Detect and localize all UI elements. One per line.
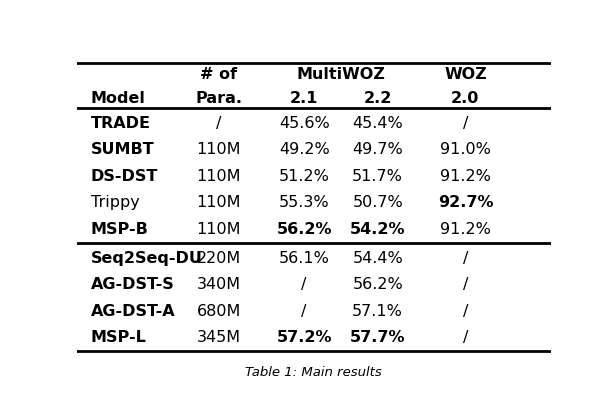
Text: MSP-B: MSP-B [91,221,149,236]
Text: 91.0%: 91.0% [440,142,491,157]
Text: 57.7%: 57.7% [350,329,405,344]
Text: 54.4%: 54.4% [353,250,403,265]
Text: 57.2%: 57.2% [277,329,332,344]
Text: 51.2%: 51.2% [278,168,330,183]
Text: /: / [463,115,468,131]
Text: /: / [463,276,468,292]
Text: 110M: 110M [196,221,241,236]
Text: 110M: 110M [196,168,241,183]
Text: Para.: Para. [195,91,242,106]
Text: /: / [463,303,468,318]
Text: DS-DST: DS-DST [91,168,158,183]
Text: 91.2%: 91.2% [440,221,491,236]
Text: Trippy: Trippy [91,195,140,209]
Text: 54.2%: 54.2% [350,221,405,236]
Text: 56.1%: 56.1% [278,250,330,265]
Text: 49.7%: 49.7% [353,142,403,157]
Text: AG-DST-S: AG-DST-S [91,276,174,292]
Text: 91.2%: 91.2% [440,168,491,183]
Text: /: / [302,303,307,318]
Text: Table 1: Main results: Table 1: Main results [245,366,382,378]
Text: 2.1: 2.1 [290,91,318,106]
Text: 110M: 110M [196,195,241,209]
Text: 51.7%: 51.7% [353,168,403,183]
Text: AG-DST-A: AG-DST-A [91,303,176,318]
Text: 57.1%: 57.1% [353,303,403,318]
Text: MultiWOZ: MultiWOZ [296,67,386,82]
Text: 45.6%: 45.6% [279,115,329,131]
Text: WOZ: WOZ [444,67,487,82]
Text: 220M: 220M [196,250,241,265]
Text: 55.3%: 55.3% [279,195,329,209]
Text: MSP-L: MSP-L [91,329,147,344]
Text: /: / [463,250,468,265]
Text: 92.7%: 92.7% [438,195,493,209]
Text: TRADE: TRADE [91,115,151,131]
Text: 2.0: 2.0 [451,91,480,106]
Text: 680M: 680M [196,303,241,318]
Text: Model: Model [91,91,146,106]
Text: 50.7%: 50.7% [353,195,403,209]
Text: SUMBT: SUMBT [91,142,154,157]
Text: /: / [216,115,222,131]
Text: 56.2%: 56.2% [353,276,403,292]
Text: 340M: 340M [196,276,241,292]
Text: 56.2%: 56.2% [277,221,332,236]
Text: /: / [302,276,307,292]
Text: 49.2%: 49.2% [279,142,329,157]
Text: # of: # of [200,67,237,82]
Text: 110M: 110M [196,142,241,157]
Text: Seq2Seq-DU: Seq2Seq-DU [91,250,203,265]
Text: 2.2: 2.2 [364,91,392,106]
Text: 45.4%: 45.4% [353,115,403,131]
Text: 345M: 345M [196,329,241,344]
Text: /: / [463,329,468,344]
